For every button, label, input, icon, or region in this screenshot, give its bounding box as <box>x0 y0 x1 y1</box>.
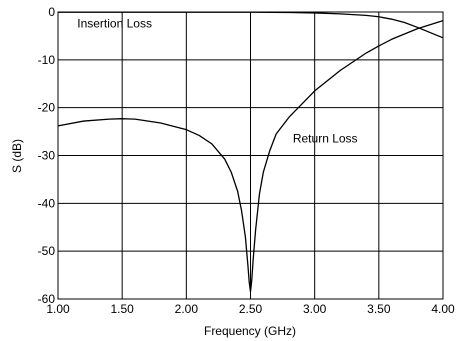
y-tick-label: 0 <box>48 5 55 19</box>
x-tick-label: 1.50 <box>110 302 134 316</box>
return-loss-annotation: Return Loss <box>293 132 358 146</box>
plot-frame <box>57 11 444 300</box>
y-tick-label: -20 <box>38 101 56 115</box>
annotations: Insertion Loss Return Loss <box>77 16 357 145</box>
x-axis-label: Frequency (GHz) <box>204 324 296 338</box>
y-tick-label: -10 <box>38 53 56 67</box>
y-axis-label: S (dB) <box>10 139 24 173</box>
x-tick-label: 2.00 <box>175 302 199 316</box>
x-tick-label: 1.00 <box>46 302 70 316</box>
return-loss-line <box>57 19 444 293</box>
x-tick-label: 2.50 <box>239 302 263 316</box>
y-tick-label: -40 <box>38 196 56 210</box>
insertion-loss-annotation: Insertion Loss <box>77 16 152 30</box>
y-tick-label: -30 <box>38 149 56 163</box>
x-tick-label: 3.50 <box>367 302 391 316</box>
grid <box>57 11 444 300</box>
x-tick-label: 4.00 <box>431 302 455 316</box>
x-axis-ticks: 1.00 1.50 2.00 2.50 3.00 3.50 4.00 <box>46 302 455 316</box>
y-axis-ticks: 0 -10 -20 -30 -40 -50 -60 <box>38 5 56 306</box>
y-tick-label: -50 <box>38 244 56 258</box>
x-tick-label: 3.00 <box>303 302 327 316</box>
y-tick-label: -60 <box>38 292 56 306</box>
